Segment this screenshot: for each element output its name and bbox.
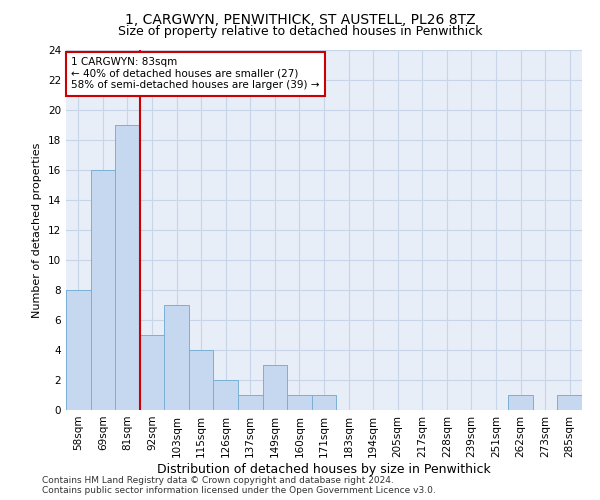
Bar — [91, 170, 115, 410]
Bar — [214, 380, 238, 410]
Bar — [508, 395, 533, 410]
Y-axis label: Number of detached properties: Number of detached properties — [32, 142, 43, 318]
Bar — [287, 395, 312, 410]
Bar — [164, 305, 189, 410]
Bar — [263, 365, 287, 410]
Bar — [189, 350, 214, 410]
Bar — [312, 395, 336, 410]
Bar — [66, 290, 91, 410]
Bar — [115, 125, 140, 410]
Text: Size of property relative to detached houses in Penwithick: Size of property relative to detached ho… — [118, 25, 482, 38]
Text: Contains HM Land Registry data © Crown copyright and database right 2024.
Contai: Contains HM Land Registry data © Crown c… — [42, 476, 436, 495]
Bar — [557, 395, 582, 410]
X-axis label: Distribution of detached houses by size in Penwithick: Distribution of detached houses by size … — [157, 462, 491, 475]
Text: 1, CARGWYN, PENWITHICK, ST AUSTELL, PL26 8TZ: 1, CARGWYN, PENWITHICK, ST AUSTELL, PL26… — [125, 12, 475, 26]
Bar — [238, 395, 263, 410]
Text: 1 CARGWYN: 83sqm
← 40% of detached houses are smaller (27)
58% of semi-detached : 1 CARGWYN: 83sqm ← 40% of detached house… — [71, 57, 320, 90]
Bar — [140, 335, 164, 410]
